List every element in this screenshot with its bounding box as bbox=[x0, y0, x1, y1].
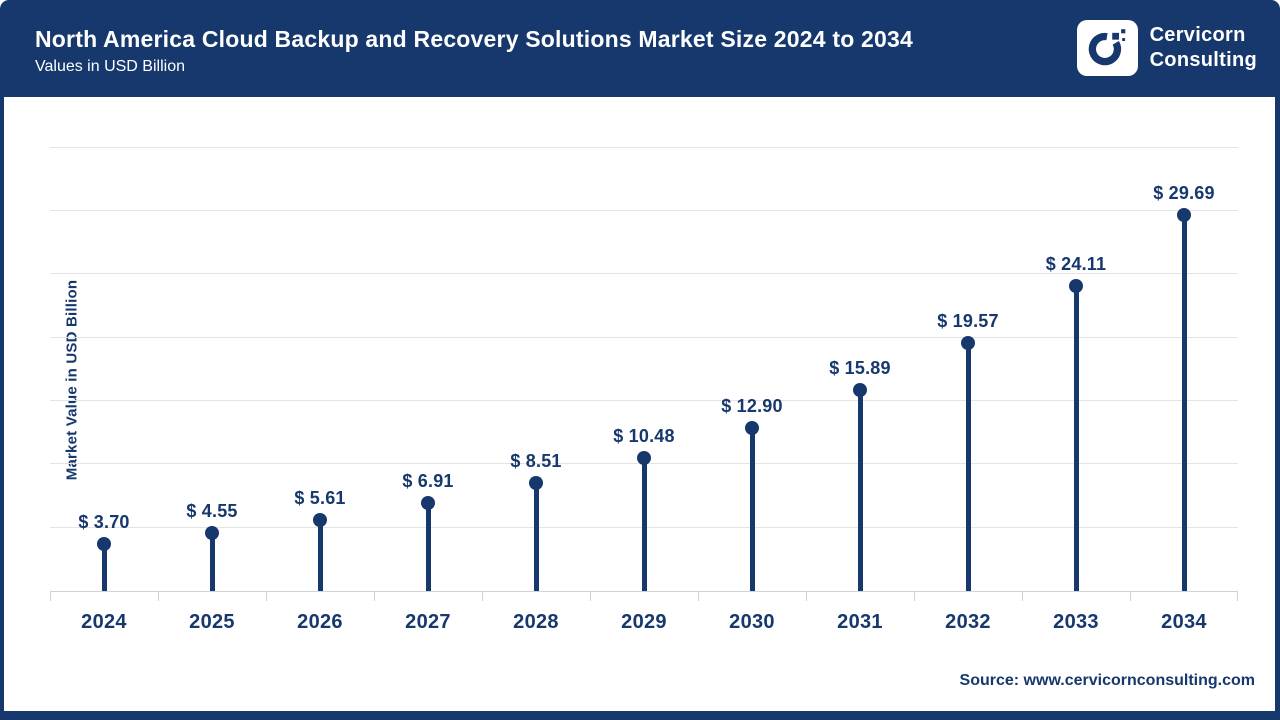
x-axis-tick bbox=[1022, 592, 1023, 601]
data-label: $ 8.51 bbox=[510, 451, 562, 472]
lollipop-stem bbox=[641, 458, 647, 591]
data-label: $ 3.70 bbox=[78, 512, 130, 533]
data-label: $ 15.89 bbox=[829, 357, 891, 378]
x-axis-tick bbox=[50, 592, 51, 601]
brand-name-line1: Cervicorn bbox=[1149, 24, 1246, 46]
data-label: $ 5.61 bbox=[294, 487, 346, 508]
lollipop-stem bbox=[101, 544, 107, 591]
plot-area: $ 3.70 2024 $ 4.55 2025 $ 5.61 2026 $ 6.91 2027… bbox=[50, 140, 1238, 633]
data-label: $ 6.91 bbox=[402, 471, 454, 492]
header: North America Cloud Backup and Recovery … bbox=[0, 0, 1280, 97]
data-label: $ 24.11 bbox=[1045, 253, 1107, 274]
x-axis-label: 2032 bbox=[945, 611, 991, 633]
lollipop-stem bbox=[533, 483, 539, 591]
x-axis-label: 2025 bbox=[189, 611, 235, 633]
x-axis-label: 2034 bbox=[1161, 611, 1207, 633]
lollipop-dot bbox=[97, 537, 111, 552]
lollipop-stem bbox=[857, 389, 863, 591]
lollipop-dot bbox=[637, 451, 651, 466]
x-axis-tick bbox=[590, 592, 591, 601]
lollipop-dot bbox=[1069, 278, 1083, 293]
header-titles: North America Cloud Backup and Recovery … bbox=[35, 26, 913, 76]
source-text: Source: www.cervicornconsulting.com bbox=[959, 672, 1255, 689]
lollipop-stem bbox=[965, 343, 971, 591]
x-axis-label: 2027 bbox=[405, 611, 451, 633]
x-axis-label: 2024 bbox=[81, 611, 127, 633]
data-label: $ 10.48 bbox=[613, 426, 675, 447]
data-label: $ 4.55 bbox=[186, 501, 238, 522]
brand-name-line2: Consulting bbox=[1149, 49, 1257, 71]
lollipop-dot bbox=[1177, 207, 1191, 222]
x-axis-tick bbox=[266, 592, 267, 601]
brand: Cervicorn Consulting bbox=[1076, 20, 1257, 76]
page-title: North America Cloud Backup and Recovery … bbox=[35, 26, 913, 52]
x-axis-tick bbox=[158, 592, 159, 601]
x-axis-tick bbox=[914, 592, 915, 601]
lollipop-dot bbox=[313, 512, 327, 527]
lollipop-stem bbox=[317, 519, 323, 591]
lollipop-stem bbox=[749, 427, 755, 591]
gridline bbox=[50, 209, 1238, 211]
x-axis-label: 2028 bbox=[513, 611, 559, 633]
lollipop-dot bbox=[205, 526, 219, 541]
lollipop-dot bbox=[529, 476, 543, 491]
frame-left-border bbox=[0, 97, 4, 720]
x-axis-tick bbox=[374, 592, 375, 601]
data-label: $ 29.69 bbox=[1153, 182, 1215, 203]
x-axis-tick bbox=[698, 592, 699, 601]
brand-name: Cervicorn Consulting bbox=[1150, 23, 1257, 73]
x-axis-label: 2033 bbox=[1053, 611, 1099, 633]
lollipop-stem bbox=[209, 533, 215, 591]
data-label: $ 19.57 bbox=[937, 311, 999, 332]
frame-bottom-bar bbox=[0, 711, 1280, 720]
lollipop-dot bbox=[421, 496, 435, 511]
lollipop-dot bbox=[961, 336, 975, 351]
lollipop-stem bbox=[425, 503, 431, 591]
x-axis-tick bbox=[806, 592, 807, 601]
cervicorn-logo-icon bbox=[1076, 20, 1138, 76]
data-label: $ 12.90 bbox=[721, 395, 783, 416]
gridline bbox=[50, 399, 1238, 401]
gridline bbox=[50, 336, 1238, 338]
lollipop-dot bbox=[745, 420, 759, 435]
page-subtitle: Values in USD Billion bbox=[35, 58, 185, 76]
gridline bbox=[50, 273, 1238, 275]
lollipop-stem bbox=[1073, 285, 1079, 591]
x-axis-label: 2030 bbox=[729, 611, 775, 633]
gridline bbox=[50, 146, 1238, 148]
lollipop-stem bbox=[1181, 214, 1187, 591]
lollipop-dot bbox=[853, 382, 867, 397]
x-axis-tick bbox=[1130, 592, 1131, 601]
x-axis-tick bbox=[482, 592, 483, 601]
x-axis-tick bbox=[1237, 592, 1238, 601]
x-axis-label: 2031 bbox=[837, 611, 883, 633]
x-axis-label: 2029 bbox=[621, 611, 667, 633]
frame-right-border bbox=[1275, 97, 1280, 720]
x-axis-label: 2026 bbox=[297, 611, 343, 633]
